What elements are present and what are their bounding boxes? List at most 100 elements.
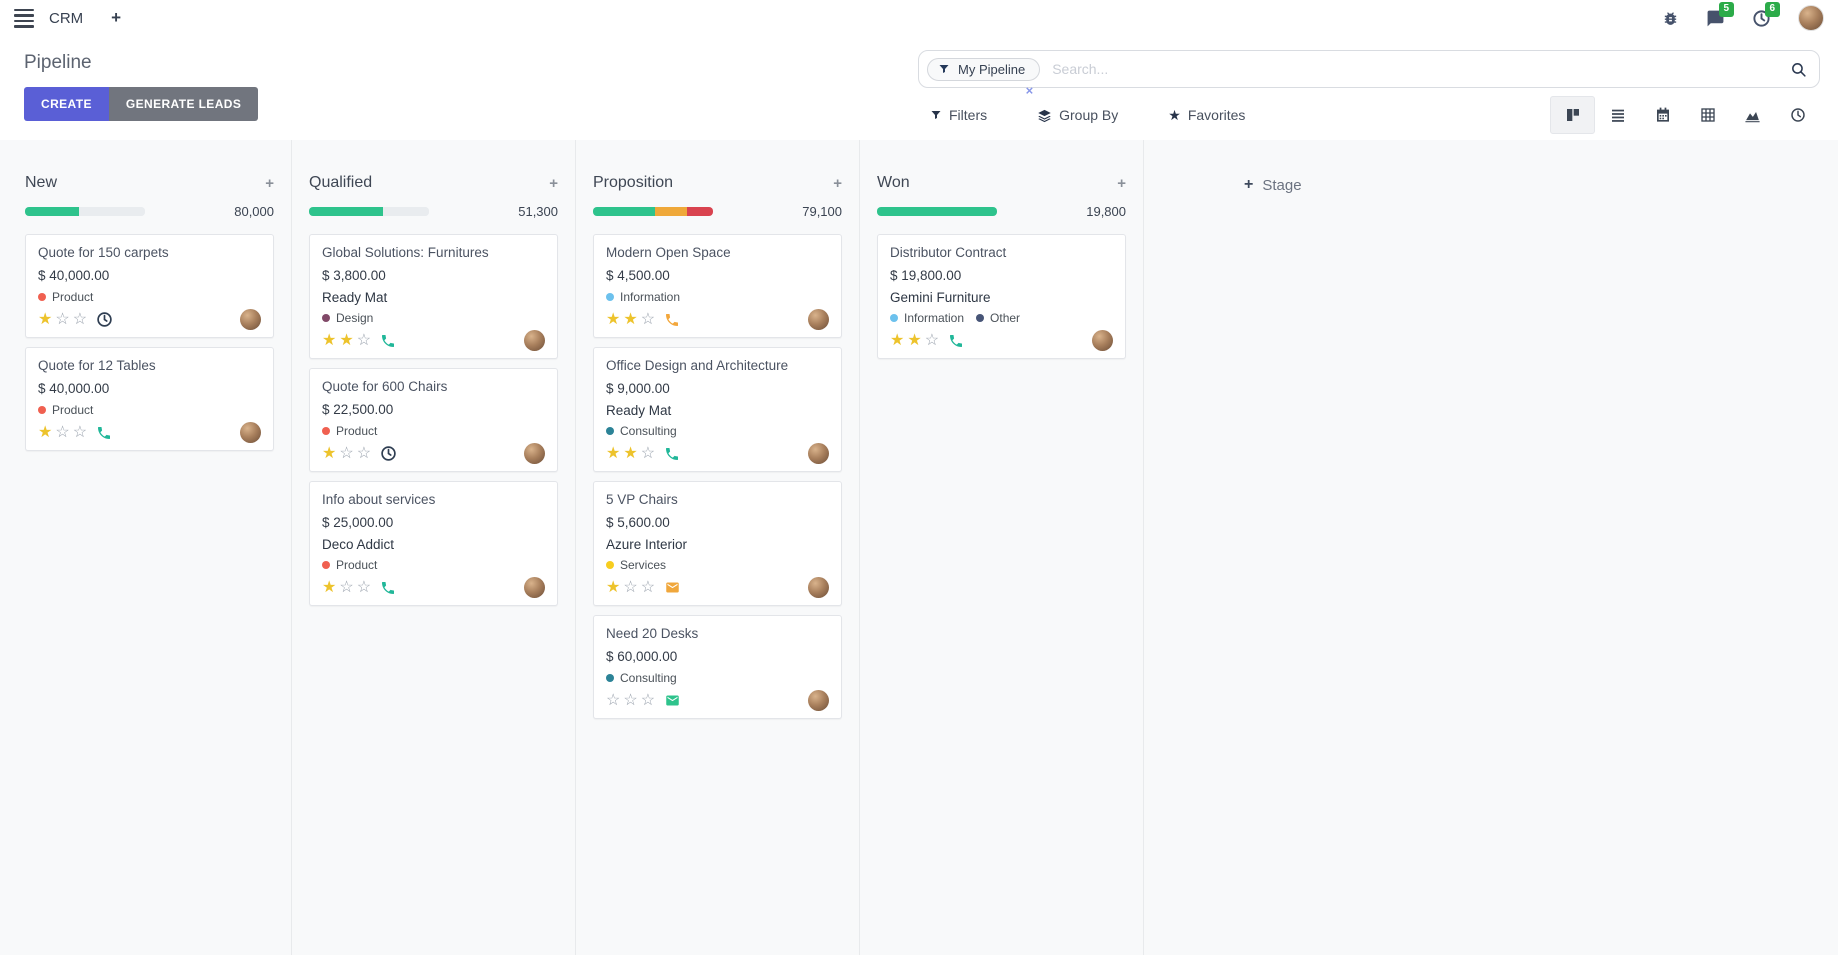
view-pivot-button[interactable] [1685,96,1730,134]
add-record-icon[interactable]: + [1117,174,1126,192]
generate-leads-button[interactable]: GENERATE LEADS [108,87,259,121]
star-filled-icon[interactable]: ★ [890,331,905,349]
apps-menu-icon[interactable] [14,8,34,28]
salesperson-avatar[interactable] [240,309,261,330]
quick-create-icon[interactable]: + [111,8,122,27]
star-empty-icon[interactable]: ☆ [356,331,372,349]
opportunity-card[interactable]: 5 VP Chairs $ 5,600.00 Azure Interior Se… [593,481,842,606]
opportunity-card[interactable]: Quote for 150 carpets $ 40,000.00 Produc… [25,234,274,338]
add-record-icon[interactable]: + [549,174,558,192]
add-record-icon[interactable]: + [833,174,842,192]
activity-icon[interactable] [96,425,112,441]
progress-segment-warning[interactable] [655,207,687,216]
salesperson-avatar[interactable] [808,690,829,711]
star-filled-icon[interactable]: ★ [623,310,638,328]
debug-bug-icon[interactable] [1662,10,1679,27]
star-empty-icon[interactable]: ☆ [640,444,656,462]
create-button[interactable]: CREATE [24,87,109,121]
opportunity-card[interactable]: Quote for 12 Tables $ 40,000.00 Product … [25,347,274,451]
progress-segment-success[interactable] [309,207,384,216]
activity-icon[interactable] [664,693,681,708]
favorites-menu[interactable]: ★ Favorites [1168,107,1245,124]
activity-icon[interactable] [664,580,681,595]
star-empty-icon[interactable]: ☆ [606,691,621,709]
star-empty-icon[interactable]: ☆ [924,331,940,349]
salesperson-avatar[interactable] [524,577,545,598]
star-empty-icon[interactable]: ☆ [356,578,372,596]
salesperson-avatar[interactable] [808,309,829,330]
user-avatar[interactable] [1798,5,1824,31]
star-filled-icon[interactable]: ★ [38,423,53,441]
star-empty-icon[interactable]: ☆ [623,578,638,596]
star-filled-icon[interactable]: ★ [322,444,337,462]
activity-icon[interactable] [380,445,397,462]
view-kanban-button[interactable] [1550,96,1595,134]
star-empty-icon[interactable]: ☆ [339,444,354,462]
stage-progressbar[interactable] [593,207,713,216]
group-by-menu[interactable]: Group By [1037,107,1118,123]
view-calendar-button[interactable] [1640,96,1685,134]
opportunity-card[interactable]: Office Design and Architecture $ 9,000.0… [593,347,842,472]
search-icon[interactable] [1790,61,1807,78]
star-empty-icon[interactable]: ☆ [356,444,372,462]
progress-segment-empty[interactable] [79,207,145,216]
app-name[interactable]: CRM [49,9,84,27]
activity-icon[interactable] [96,311,113,328]
progress-segment-success[interactable] [877,207,997,216]
progress-segment-success[interactable] [593,207,656,216]
activities-clock-icon[interactable]: 6 [1752,1,1780,28]
progress-segment-empty[interactable] [383,207,429,216]
view-activity-button[interactable] [1775,96,1820,134]
star-empty-icon[interactable]: ☆ [55,310,70,328]
opportunity-card[interactable]: Distributor Contract $ 19,800.00 Gemini … [877,234,1126,359]
add-record-icon[interactable]: + [265,174,274,192]
star-empty-icon[interactable]: ☆ [640,310,656,328]
star-empty-icon[interactable]: ☆ [55,423,70,441]
salesperson-avatar[interactable] [808,577,829,598]
star-filled-icon[interactable]: ★ [623,444,638,462]
activity-icon[interactable] [664,312,680,328]
search-input[interactable] [1052,61,1790,77]
star-empty-icon[interactable]: ☆ [640,691,656,709]
opportunity-card[interactable]: Global Solutions: Furnitures $ 3,800.00 … [309,234,558,359]
star-filled-icon[interactable]: ★ [606,444,621,462]
progress-segment-danger[interactable] [686,207,713,216]
salesperson-avatar[interactable] [240,422,261,443]
stage-progressbar[interactable] [25,207,145,216]
star-filled-icon[interactable]: ★ [322,578,337,596]
star-empty-icon[interactable]: ☆ [640,578,656,596]
search-facet-my-pipeline[interactable]: My Pipeline × [927,57,1041,98]
stage-progressbar[interactable] [309,207,429,216]
messages-icon[interactable]: 5 [1706,1,1734,28]
view-list-button[interactable] [1595,96,1640,134]
add-stage-button[interactable]: + Stage [1244,176,1302,194]
salesperson-avatar[interactable] [524,330,545,351]
progress-segment-success[interactable] [25,207,79,216]
view-graph-button[interactable] [1730,96,1775,134]
star-filled-icon[interactable]: ★ [606,578,621,596]
facet-remove-icon[interactable]: × [1025,82,1034,98]
star-filled-icon[interactable]: ★ [339,331,354,349]
search-bar[interactable]: My Pipeline × [918,50,1820,98]
activity-icon[interactable] [664,446,680,462]
stage-progressbar[interactable] [877,207,997,216]
activity-icon[interactable] [948,333,964,349]
star-empty-icon[interactable]: ☆ [72,310,88,328]
activity-icon[interactable] [380,580,396,596]
star-filled-icon[interactable]: ★ [907,331,922,349]
salesperson-avatar[interactable] [1092,330,1113,351]
opportunity-card[interactable]: Modern Open Space $ 4,500.00 Information… [593,234,842,338]
opportunity-card[interactable]: Need 20 Desks $ 60,000.00 Consulting ☆ ☆ ☆ [593,615,842,719]
opportunity-card[interactable]: Info about services $ 25,000.00 Deco Add… [309,481,558,606]
star-empty-icon[interactable]: ☆ [339,578,354,596]
star-filled-icon[interactable]: ★ [38,310,53,328]
filters-menu[interactable]: Filters [930,107,987,123]
star-empty-icon[interactable]: ☆ [72,423,88,441]
star-empty-icon[interactable]: ☆ [623,691,638,709]
salesperson-avatar[interactable] [524,443,545,464]
star-filled-icon[interactable]: ★ [322,331,337,349]
star-filled-icon[interactable]: ★ [606,310,621,328]
salesperson-avatar[interactable] [808,443,829,464]
activity-icon[interactable] [380,333,396,349]
opportunity-card[interactable]: Quote for 600 Chairs $ 22,500.00 Product… [309,368,558,472]
